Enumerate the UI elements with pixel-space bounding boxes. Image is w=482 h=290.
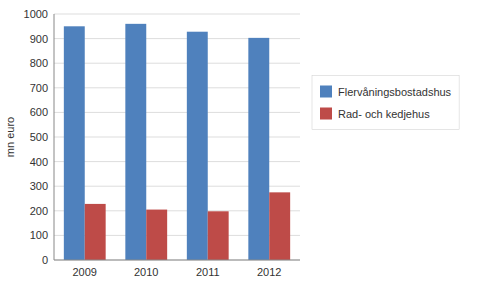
bar	[85, 204, 106, 260]
bar	[208, 211, 229, 260]
series	[64, 24, 269, 260]
y-tick-label: 500	[30, 131, 48, 143]
legend-swatch	[320, 108, 332, 120]
x-tick-labels: 2009 2010 2011 2012	[73, 266, 282, 278]
bar	[146, 210, 167, 260]
x-axis-line	[54, 260, 300, 261]
bar	[64, 26, 85, 260]
x-tick-label: 2012	[257, 266, 281, 278]
y-tick-label: 1000	[24, 8, 48, 20]
chart-container: 0 100 200 300 400 500 600 700 800 900 1000 2009 2010…	[0, 0, 482, 290]
series	[85, 192, 290, 260]
y-axis-label: mn euro	[4, 117, 16, 157]
bars	[64, 24, 290, 260]
bar	[125, 24, 146, 260]
y-tick-label: 400	[30, 156, 48, 168]
y-tick-label: 900	[30, 33, 48, 45]
grid	[54, 14, 300, 260]
x-tick-label: 2010	[134, 266, 158, 278]
y-tick-label: 300	[30, 180, 48, 192]
legend-label: Rad- och kedjehus	[338, 108, 430, 120]
y-tick-label: 600	[30, 106, 48, 118]
grid-line	[54, 14, 300, 15]
grid-line	[54, 260, 300, 261]
y-tick-label: 100	[30, 229, 48, 241]
x-tick-label: 2011	[196, 266, 220, 278]
bar	[269, 192, 290, 260]
y-tick-label: 800	[30, 57, 48, 69]
y-tick-label: 200	[30, 205, 48, 217]
legend: Flervåningsbostadshus Rad- och kedjehus	[312, 76, 459, 130]
chart-svg: 0 100 200 300 400 500 600 700 800 900 1000 2009 2010…	[0, 0, 482, 290]
y-tick-label: 700	[30, 82, 48, 94]
bar	[248, 38, 269, 260]
legend-label: Flervåningsbostadshus	[338, 86, 452, 98]
y-tick-label: 0	[42, 254, 48, 266]
x-tick-label: 2009	[73, 266, 97, 278]
y-tick-labels: 0 100 200 300 400 500 600 700 800 900 1000	[24, 8, 48, 266]
y-axis-line	[54, 14, 55, 260]
bar	[187, 32, 208, 260]
legend-swatch	[320, 86, 332, 98]
legend-frame	[312, 76, 459, 130]
